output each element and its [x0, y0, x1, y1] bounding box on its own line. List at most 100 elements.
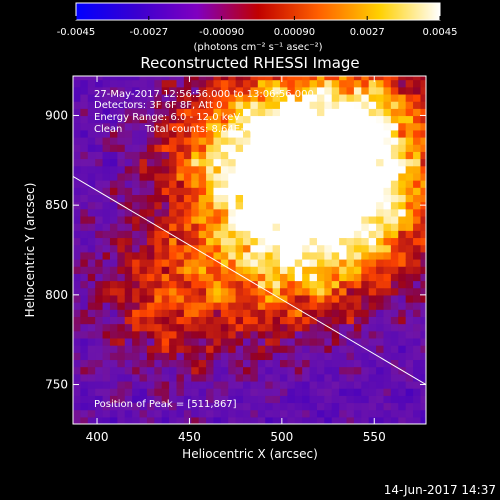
heatmap-cell [213, 409, 222, 418]
heatmap-cell [265, 316, 274, 325]
heatmap-cell [250, 230, 259, 239]
heatmap-cell [102, 266, 111, 274]
heatmap-cell [383, 180, 392, 188]
heatmap-cell [117, 273, 126, 282]
heatmap-cell [398, 79, 407, 88]
heatmap-cell [220, 101, 229, 109]
heatmap-cell [235, 380, 244, 389]
heatmap-cell [265, 76, 274, 81]
heatmap-cell [146, 373, 155, 382]
heatmap-cell [213, 223, 222, 231]
heatmap-cell [324, 115, 333, 124]
heatmap-cell [324, 129, 333, 138]
heatmap-cell [287, 287, 296, 296]
heatmap-cell [213, 230, 222, 239]
heatmap-cell [243, 172, 252, 181]
heatmap-cell [346, 180, 355, 188]
heatmap-cell [398, 251, 407, 260]
heatmap-cell [117, 402, 126, 411]
heatmap-cell [376, 201, 385, 210]
heatmap-cell [324, 136, 333, 145]
heatmap-cell [405, 215, 414, 224]
heatmap-cell [191, 86, 200, 95]
heatmap-cell [272, 101, 281, 109]
heatmap-cell [228, 101, 237, 109]
heatmap-cell [294, 194, 303, 203]
heatmap-cell [228, 388, 237, 396]
heatmap-cell [198, 187, 207, 195]
heatmap-cell [405, 201, 414, 210]
heatmap-cell [398, 76, 407, 81]
heatmap-cell [243, 151, 252, 160]
heatmap-cell [206, 115, 215, 124]
heatmap-cell [346, 352, 355, 361]
heatmap-cell [220, 86, 229, 95]
heatmap-cell [390, 323, 399, 332]
heatmap-cell [361, 302, 370, 310]
heatmap-cell [353, 223, 362, 231]
heatmap-cell [353, 337, 362, 346]
heatmap-cell [309, 144, 318, 152]
heatmap-cell [80, 115, 89, 124]
heatmap-cell [390, 345, 399, 353]
heatmap-cell [353, 86, 362, 95]
heatmap-cell [146, 359, 155, 368]
heatmap-cell [339, 380, 348, 389]
heatmap-cell [139, 316, 148, 325]
heatmap-cell [353, 122, 362, 131]
heatmap-cell [279, 122, 288, 131]
heatmap-cell [272, 316, 281, 325]
heatmap-cell [206, 144, 215, 152]
heatmap-cell [73, 122, 81, 131]
heatmap-cell [213, 345, 222, 353]
heatmap-cell [390, 294, 399, 303]
heatmap-cell [250, 366, 259, 375]
heatmap-cell [146, 402, 155, 411]
heatmap-cell [198, 280, 207, 289]
heatmap-cell [316, 158, 325, 167]
heatmap-cell [73, 108, 81, 117]
heatmap-cell [420, 352, 426, 361]
heatmap-cell [302, 380, 311, 389]
heatmap-cell [390, 287, 399, 296]
heatmap-cell [405, 208, 414, 217]
heatmap-cell [139, 172, 148, 181]
heatmap-cell [250, 187, 259, 195]
heatmap-cell [191, 79, 200, 88]
heatmap-cell [331, 330, 340, 339]
heatmap-cell [124, 345, 133, 353]
heatmap-cell [161, 380, 170, 389]
heatmap-cell [287, 158, 296, 167]
heatmap-cell [198, 244, 207, 253]
heatmap-cell [287, 194, 296, 203]
heatmap-cell [161, 359, 170, 368]
heatmap-cell [206, 373, 215, 382]
heatmap-cell [346, 280, 355, 289]
heatmap-cell [376, 373, 385, 382]
heatmap-cell [146, 323, 155, 332]
heatmap-cell [169, 373, 178, 382]
heatmap-cell [420, 416, 426, 424]
heatmap-cell [109, 395, 118, 404]
heatmap-cell [176, 330, 185, 339]
heatmap-cell [161, 194, 170, 203]
heatmap-cell [243, 366, 252, 375]
heatmap-cell [250, 395, 259, 404]
heatmap-cell [398, 86, 407, 95]
heatmap-cell [213, 86, 222, 95]
heatmap-cell [339, 172, 348, 181]
heatmap-cell [316, 294, 325, 303]
heatmap-cell [117, 115, 126, 124]
heatmap-cell [235, 402, 244, 411]
heatmap-cell [405, 309, 414, 317]
heatmap-cell [228, 180, 237, 188]
colorbar: -0.0045 -0.0027 -0.00090 0.00090 0.0027 0.004… [57, 2, 458, 53]
heatmap-cell [390, 187, 399, 195]
heatmap-cell [213, 266, 222, 274]
heatmap-cell [398, 402, 407, 411]
heatmap-cell [235, 180, 244, 188]
heatmap-cell [324, 273, 333, 282]
heatmap-cell [206, 76, 215, 81]
heatmap-cell [346, 287, 355, 296]
heatmap-cell [243, 251, 252, 260]
